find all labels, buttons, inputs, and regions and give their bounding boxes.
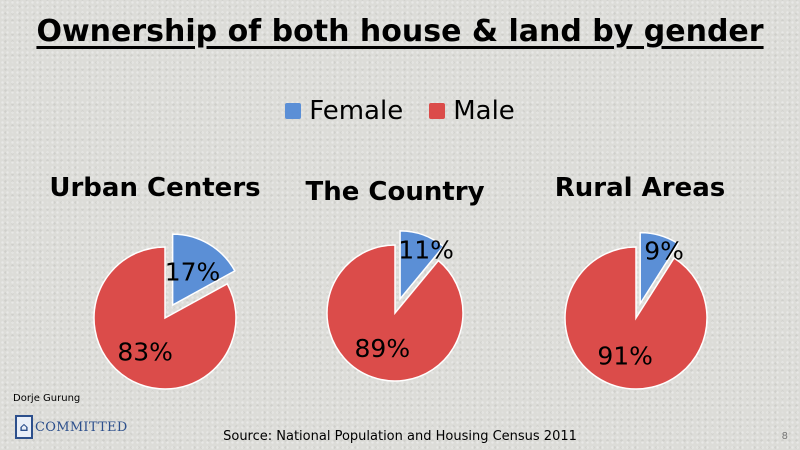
legend-swatch-male [429, 103, 446, 119]
legend-item-female: Female [285, 96, 403, 126]
pie-title-2: The Country [305, 177, 484, 207]
pie-slice-female [171, 233, 236, 307]
author-name: Dorje Gurung [13, 393, 81, 404]
slide-title: Ownership of both house & land by gender [36, 14, 764, 49]
legend-label-female: Female [309, 96, 404, 126]
pie-slice-male [93, 246, 237, 390]
data-label-male: 89% [355, 334, 411, 363]
pie-slice-female [399, 230, 445, 301]
legend-label-male: Male [453, 96, 515, 126]
committed-logo: ⌂ COMMITTED [15, 415, 128, 439]
chart-legend: Female Male [0, 96, 800, 126]
data-label-female: 17% [165, 257, 221, 286]
data-label-female: 11% [398, 236, 454, 265]
logo-mark-icon: ⌂ [15, 415, 33, 439]
page-number: 8 [781, 431, 788, 442]
pie-title-1: Urban Centers [49, 173, 260, 203]
pie-chart-2: The Country 11% 89% [305, 177, 485, 382]
pie-title-3: Rural Areas [555, 173, 725, 203]
data-label-male: 91% [597, 341, 653, 370]
legend-swatch-female [285, 103, 302, 119]
pie-slice-male [326, 244, 464, 382]
pie-slice-male [564, 246, 708, 390]
logo-text: COMMITTED [35, 419, 128, 435]
pie-chart-1: Urban Centers 17% 83% [49, 173, 261, 390]
legend-item-male: Male [429, 96, 515, 126]
data-label-male: 83% [117, 338, 173, 367]
pie-slice-female [639, 231, 680, 307]
source-note: Source: National Population and Housing … [223, 429, 577, 444]
